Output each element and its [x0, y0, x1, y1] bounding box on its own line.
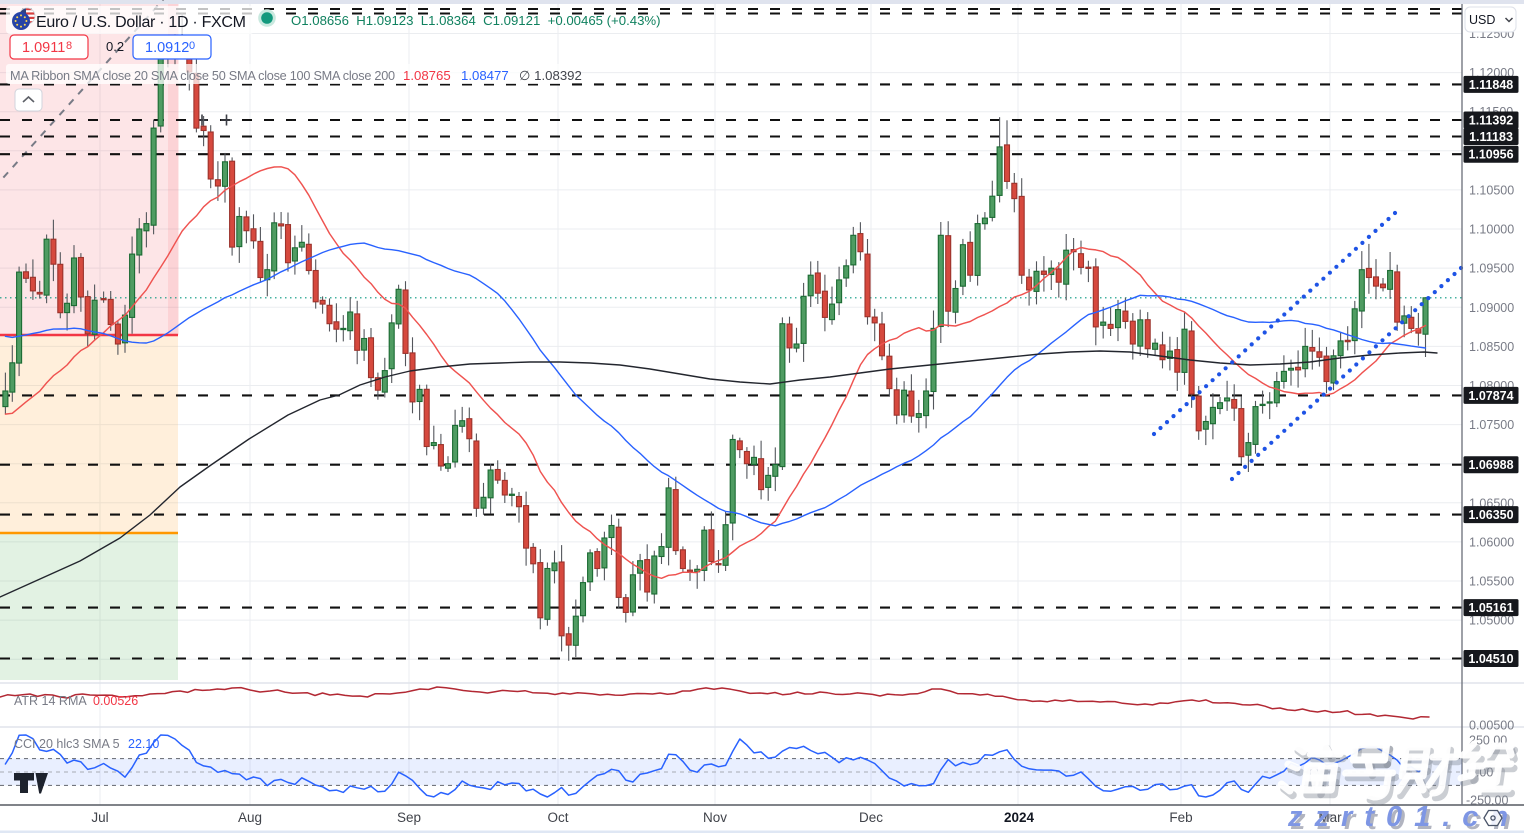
svg-text:USD: USD — [1469, 13, 1495, 27]
svg-text:1.10500: 1.10500 — [1469, 183, 1514, 197]
svg-text:1.09000: 1.09000 — [1469, 301, 1514, 315]
svg-text:1.10000: 1.10000 — [1469, 223, 1514, 237]
svg-text:ATR 14 RMA: ATR 14 RMA — [14, 694, 87, 708]
svg-text:1.10956: 1.10956 — [1468, 148, 1513, 162]
svg-text:Nov: Nov — [703, 810, 727, 825]
svg-text:1.06988: 1.06988 — [1468, 458, 1513, 472]
svg-text:0.2: 0.2 — [106, 39, 124, 54]
svg-text:Oct: Oct — [547, 810, 568, 825]
svg-text:0: 0 — [189, 40, 195, 52]
svg-text:∅ 1.08392: ∅ 1.08392 — [519, 68, 582, 83]
svg-text:O1.08656 H1.09123 L1.08364: O1.08656 H1.09123 L1.08364 C1.09121 +0.0… — [291, 13, 661, 28]
svg-text:Dec: Dec — [859, 810, 883, 825]
svg-text:1.05500: 1.05500 — [1469, 575, 1514, 589]
svg-text:Sep: Sep — [397, 810, 421, 825]
svg-text:Aug: Aug — [238, 810, 262, 825]
svg-text:MA Ribbon SMA close 20 SMA clo: MA Ribbon SMA close 20 SMA close 50 SMA … — [10, 69, 395, 83]
svg-text:CCI 20 hlc3 SMA 5: CCI 20 hlc3 SMA 5 — [14, 737, 120, 751]
svg-text:1.08477: 1.08477 — [461, 68, 509, 83]
svg-text:Euro / U.S. Dollar · 1D · FXCM: Euro / U.S. Dollar · 1D · FXCM — [36, 14, 246, 31]
svg-text:1.08765: 1.08765 — [403, 68, 451, 83]
svg-text:2024: 2024 — [1004, 810, 1035, 825]
svg-text:1.11848: 1.11848 — [1469, 78, 1514, 92]
svg-text:1.05161: 1.05161 — [1468, 601, 1513, 615]
svg-text:1.11392: 1.11392 — [1469, 114, 1514, 128]
svg-text:1.11183: 1.11183 — [1469, 130, 1513, 144]
svg-text:Feb: Feb — [1169, 810, 1192, 825]
svg-text:8: 8 — [66, 40, 72, 52]
svg-text:1.0911: 1.0911 — [22, 40, 65, 56]
svg-text:1.06000: 1.06000 — [1469, 535, 1514, 549]
svg-text:Jul: Jul — [91, 810, 108, 825]
svg-text:1.0912: 1.0912 — [145, 40, 189, 56]
svg-text:zzrt01.cn: zzrt01.cn — [1290, 804, 1523, 833]
svg-text:1.08500: 1.08500 — [1469, 340, 1514, 354]
svg-text:Mar: Mar — [1318, 810, 1342, 825]
svg-text:1.09500: 1.09500 — [1469, 262, 1514, 276]
svg-text:1.05000: 1.05000 — [1469, 614, 1514, 628]
svg-text:22.10: 22.10 — [128, 737, 159, 751]
svg-text:zzrt01.cn: zzrt01.cn — [1287, 801, 1520, 833]
svg-text:1.06350: 1.06350 — [1468, 508, 1513, 522]
svg-text:-250.00: -250.00 — [1466, 794, 1508, 808]
svg-text:1.07874: 1.07874 — [1468, 389, 1513, 403]
svg-text:1.04510: 1.04510 — [1468, 652, 1513, 666]
svg-text:0.00500: 0.00500 — [1469, 719, 1514, 733]
svg-text:0.00526: 0.00526 — [93, 694, 138, 708]
svg-text:1.07500: 1.07500 — [1469, 418, 1514, 432]
